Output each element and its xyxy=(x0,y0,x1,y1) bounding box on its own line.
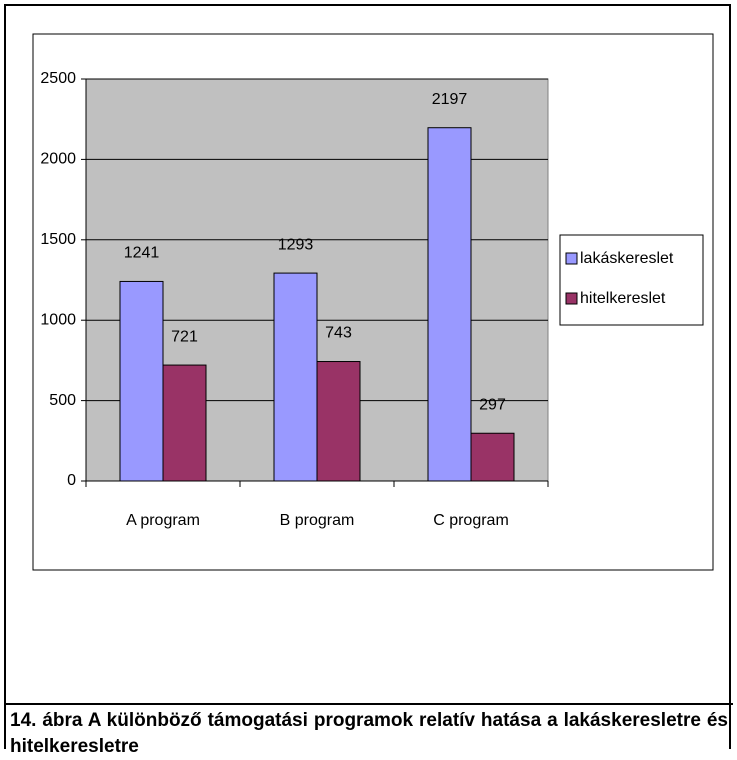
caption-rule xyxy=(4,703,733,705)
caption: 14. ábra A különböző támogatási programo… xyxy=(10,710,728,757)
y-tick-label: 1000 xyxy=(40,311,76,328)
value-label: 2197 xyxy=(432,91,468,108)
bar xyxy=(162,364,207,482)
y-tick-label: 0 xyxy=(67,472,76,489)
value-label: 743 xyxy=(325,325,352,342)
bar xyxy=(316,361,361,482)
y-tick-label: 2000 xyxy=(40,151,76,168)
legend-swatch xyxy=(565,252,578,265)
bar xyxy=(427,127,472,482)
x-tick-label: A program xyxy=(126,512,200,529)
legend-label: hitelkereslet xyxy=(580,290,666,307)
bar xyxy=(119,280,164,482)
y-tick-label: 1500 xyxy=(40,231,76,248)
bar xyxy=(273,272,318,482)
value-label: 721 xyxy=(171,328,198,345)
legend-box xyxy=(559,234,704,326)
x-tick-label: C program xyxy=(433,512,509,529)
value-label: 1241 xyxy=(124,245,160,262)
y-tick-label: 500 xyxy=(49,392,76,409)
legend-swatch xyxy=(565,292,578,305)
chart: 0 500 1000 1500 2000 2500 A program 1241 721 B pr… xyxy=(32,33,714,571)
x-tick-label: B program xyxy=(280,512,355,529)
legend-label: lakáskereslet xyxy=(580,250,674,267)
bar xyxy=(470,432,515,482)
y-tick-label: 2500 xyxy=(40,70,76,87)
value-label: 1293 xyxy=(278,236,314,253)
document-frame xyxy=(4,4,731,749)
value-label: 297 xyxy=(479,396,506,413)
